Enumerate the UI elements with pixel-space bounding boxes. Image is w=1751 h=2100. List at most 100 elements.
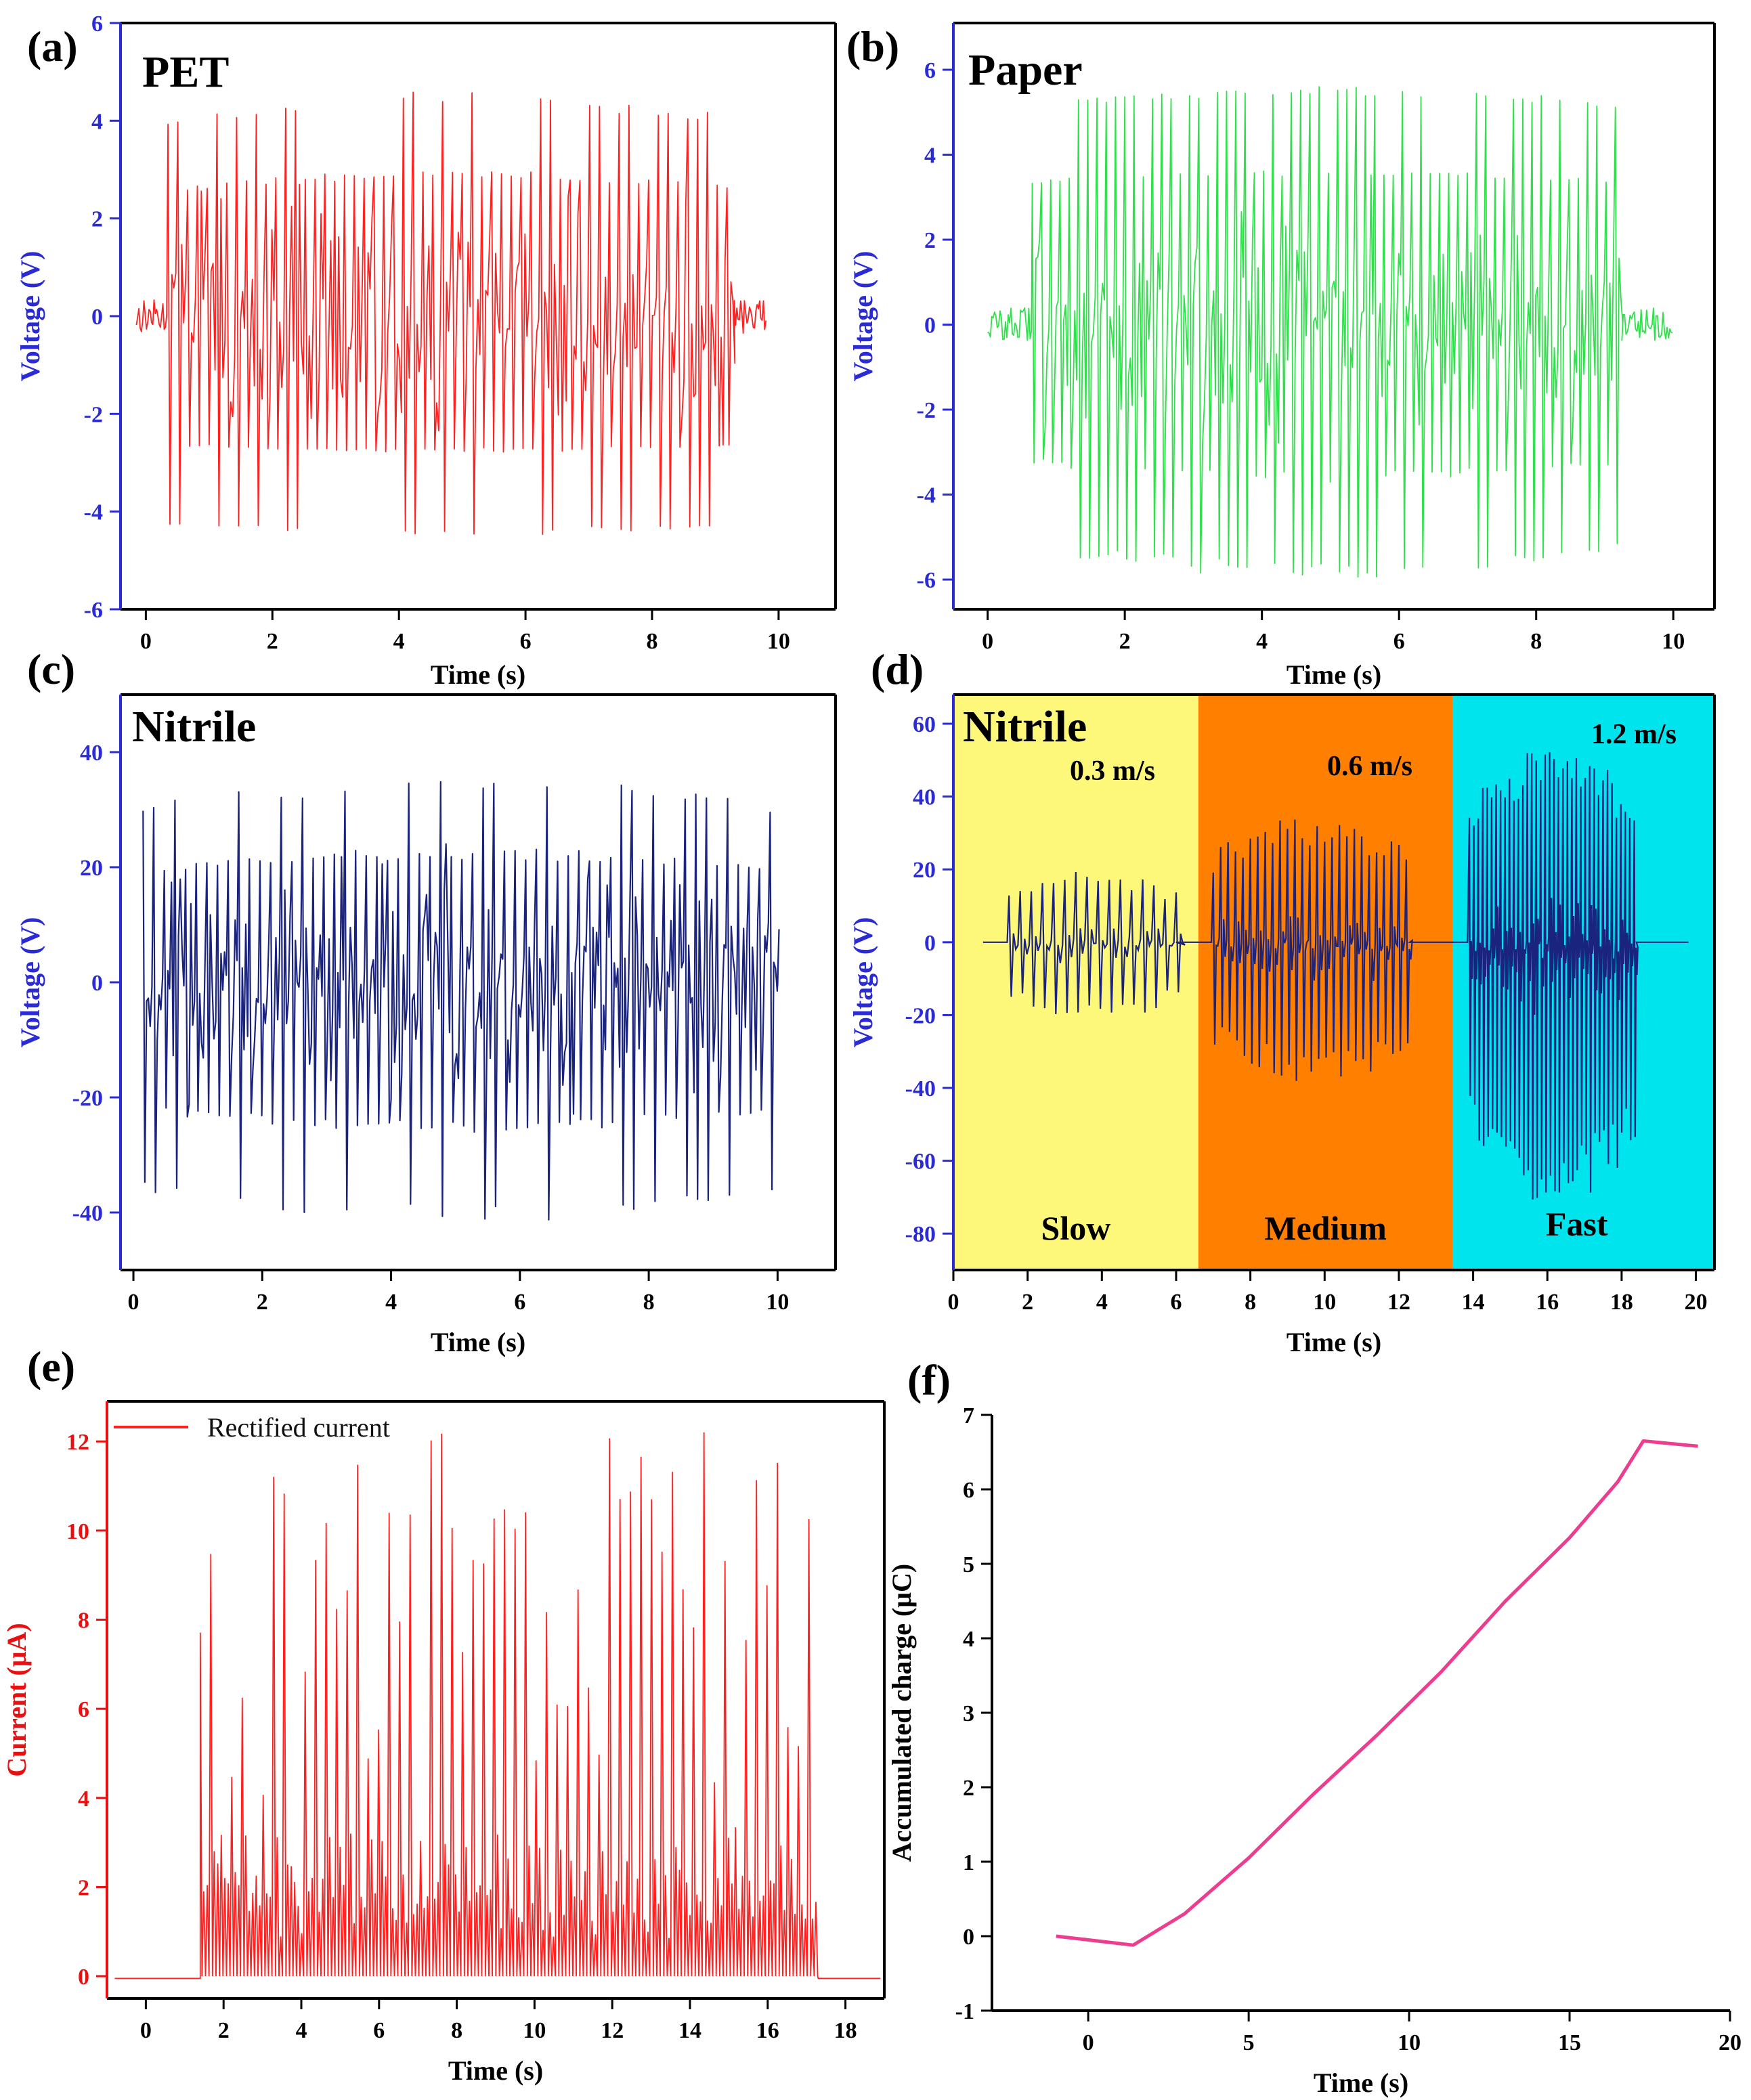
- y-tick-label: 3: [963, 1701, 974, 1726]
- x-tick-label: 6: [1170, 1290, 1182, 1315]
- x-axis-label: Time (s): [1287, 659, 1381, 690]
- panel-label-b: (b): [846, 22, 899, 70]
- panel-title-d: Nitrile: [963, 702, 1087, 751]
- panel-label-c: (c): [27, 645, 75, 693]
- x-tick-label: 8: [1530, 629, 1542, 654]
- y-tick-label: 40: [913, 785, 936, 810]
- y-tick-label: 0: [91, 305, 103, 330]
- x-tick-label: 10: [1662, 629, 1685, 654]
- x-tick-label: 5: [1243, 2030, 1255, 2055]
- y-tick-label: 6: [963, 1478, 974, 1503]
- y-tick-label: -4: [84, 500, 103, 525]
- y-tick-label: 2: [91, 207, 103, 232]
- y-tick-label: -4: [917, 483, 936, 508]
- region-label-slow: Slow: [1041, 1209, 1111, 1247]
- panel-title-a: PET: [142, 47, 229, 97]
- x-tick-label: 4: [1096, 1290, 1108, 1315]
- y-tick-label: 20: [80, 856, 103, 881]
- y-tick-label: 0: [963, 1925, 974, 1950]
- panel-b: 0 2 4 6 8 10 6 4 2 0 -2 -4 -6 Time (s) Voltage (V) (b) P…: [846, 22, 1716, 690]
- y-axis-label: Voltage (V): [848, 251, 878, 382]
- x-tick-label: 10: [766, 1290, 789, 1315]
- y-axis-label: Voltage (V): [15, 251, 45, 382]
- x-tick-label: 0: [982, 629, 993, 654]
- x-tick-label: 2: [218, 2018, 230, 2043]
- panel-title-c: Nitrile: [132, 702, 256, 751]
- charge-curve: [1056, 1439, 1698, 1947]
- y-tick-label: 7: [963, 1403, 974, 1428]
- x-tick-label: 4: [393, 629, 405, 654]
- x-axis-label: Time (s): [1287, 1327, 1381, 1357]
- y-tick-label: 0: [924, 313, 936, 338]
- current-trace: [114, 1432, 881, 1979]
- y-tick-label: 12: [66, 1430, 89, 1455]
- panel-c: 0 2 4 6 8 10 40 20 0 -20 -40 Time (s) Voltage (V) (c)…: [15, 645, 837, 1357]
- x-tick-label: 0: [1083, 2030, 1094, 2055]
- x-tick-label: 10: [767, 629, 790, 654]
- y-axis-label: Accumulated charge (μC): [886, 1564, 917, 1862]
- y-tick-label: -80: [905, 1222, 936, 1247]
- y-tick-label: 4: [963, 1627, 974, 1652]
- y-tick-label: -2: [917, 398, 936, 423]
- x-tick-label: 12: [601, 2018, 624, 2043]
- x-axis-label: Time (s): [448, 2055, 543, 2086]
- y-tick-label: 20: [913, 858, 936, 883]
- x-tick-label: 10: [523, 2018, 546, 2043]
- y-tick-label: 5: [963, 1552, 974, 1577]
- y-tick-label: 1: [963, 1850, 974, 1875]
- x-tick-label: 12: [1387, 1290, 1410, 1315]
- x-tick-label: 2: [1022, 1290, 1033, 1315]
- x-tick-label: 0: [128, 1290, 139, 1315]
- x-tick-label: 18: [1610, 1290, 1633, 1315]
- y-tick-label: -2: [84, 402, 103, 427]
- y-tick-label: 60: [913, 712, 936, 737]
- x-axis-label: Time (s): [1314, 2068, 1408, 2098]
- y-tick-label: -6: [917, 568, 936, 593]
- x-tick-label: 14: [1462, 1290, 1485, 1315]
- x-tick-label: 10: [1398, 2030, 1421, 2055]
- y-tick-label: 4: [924, 144, 936, 169]
- panel-title-b: Paper: [968, 45, 1083, 95]
- x-tick-label: 20: [1685, 1290, 1708, 1315]
- x-tick-label: 0: [948, 1290, 959, 1315]
- y-tick-label: -20: [72, 1086, 103, 1111]
- x-tick-label: 4: [296, 2018, 307, 2043]
- voltage-trace-c: [142, 781, 780, 1221]
- region-label-medium: Medium: [1264, 1209, 1387, 1247]
- x-tick-label: 14: [678, 2018, 701, 2043]
- x-tick-label: 0: [140, 629, 152, 654]
- voltage-trace-b: [987, 86, 1673, 578]
- y-tick-label: 4: [78, 1787, 89, 1812]
- x-axis-label: Time (s): [431, 659, 525, 690]
- y-tick-label: 6: [91, 12, 103, 37]
- panel-label-e: (e): [27, 1342, 75, 1391]
- y-tick-label: -40: [905, 1076, 936, 1101]
- x-tick-label: 20: [1718, 2030, 1742, 2055]
- x-tick-label: 18: [834, 2018, 857, 2043]
- x-tick-label: 4: [1256, 629, 1268, 654]
- x-tick-label: 6: [1393, 629, 1405, 654]
- x-tick-label: 8: [451, 2018, 462, 2043]
- x-tick-label: 6: [514, 1290, 525, 1315]
- y-tick-label: 8: [78, 1609, 89, 1634]
- y-tick-label: 40: [80, 741, 103, 766]
- x-tick-label: 2: [267, 629, 278, 654]
- region-label-fast: Fast: [1546, 1205, 1608, 1243]
- y-tick-label: 2: [963, 1776, 974, 1801]
- y-axis-label: Current (μA): [1, 1623, 32, 1776]
- x-tick-label: 8: [643, 1290, 655, 1315]
- y-tick-label: -1: [955, 1999, 974, 2024]
- x-tick-label: 4: [385, 1290, 397, 1315]
- y-tick-label: -20: [905, 1003, 936, 1028]
- x-axis-label: Time (s): [431, 1327, 525, 1357]
- legend-label: Rectified current: [207, 1412, 390, 1443]
- x-tick-label: 15: [1558, 2030, 1581, 2055]
- speed-label-fast: 1.2 m/s: [1591, 719, 1677, 750]
- panel-a: 0 2 4 6 8 10 6 4 2 0 -2 -4 -6 Time (s) Voltage (V) (a) P…: [15, 12, 837, 690]
- y-axis-label: Voltage (V): [15, 917, 45, 1048]
- y-tick-label: 0: [78, 1965, 89, 1990]
- x-tick-label: 6: [520, 629, 532, 654]
- x-tick-label: 16: [1536, 1290, 1559, 1315]
